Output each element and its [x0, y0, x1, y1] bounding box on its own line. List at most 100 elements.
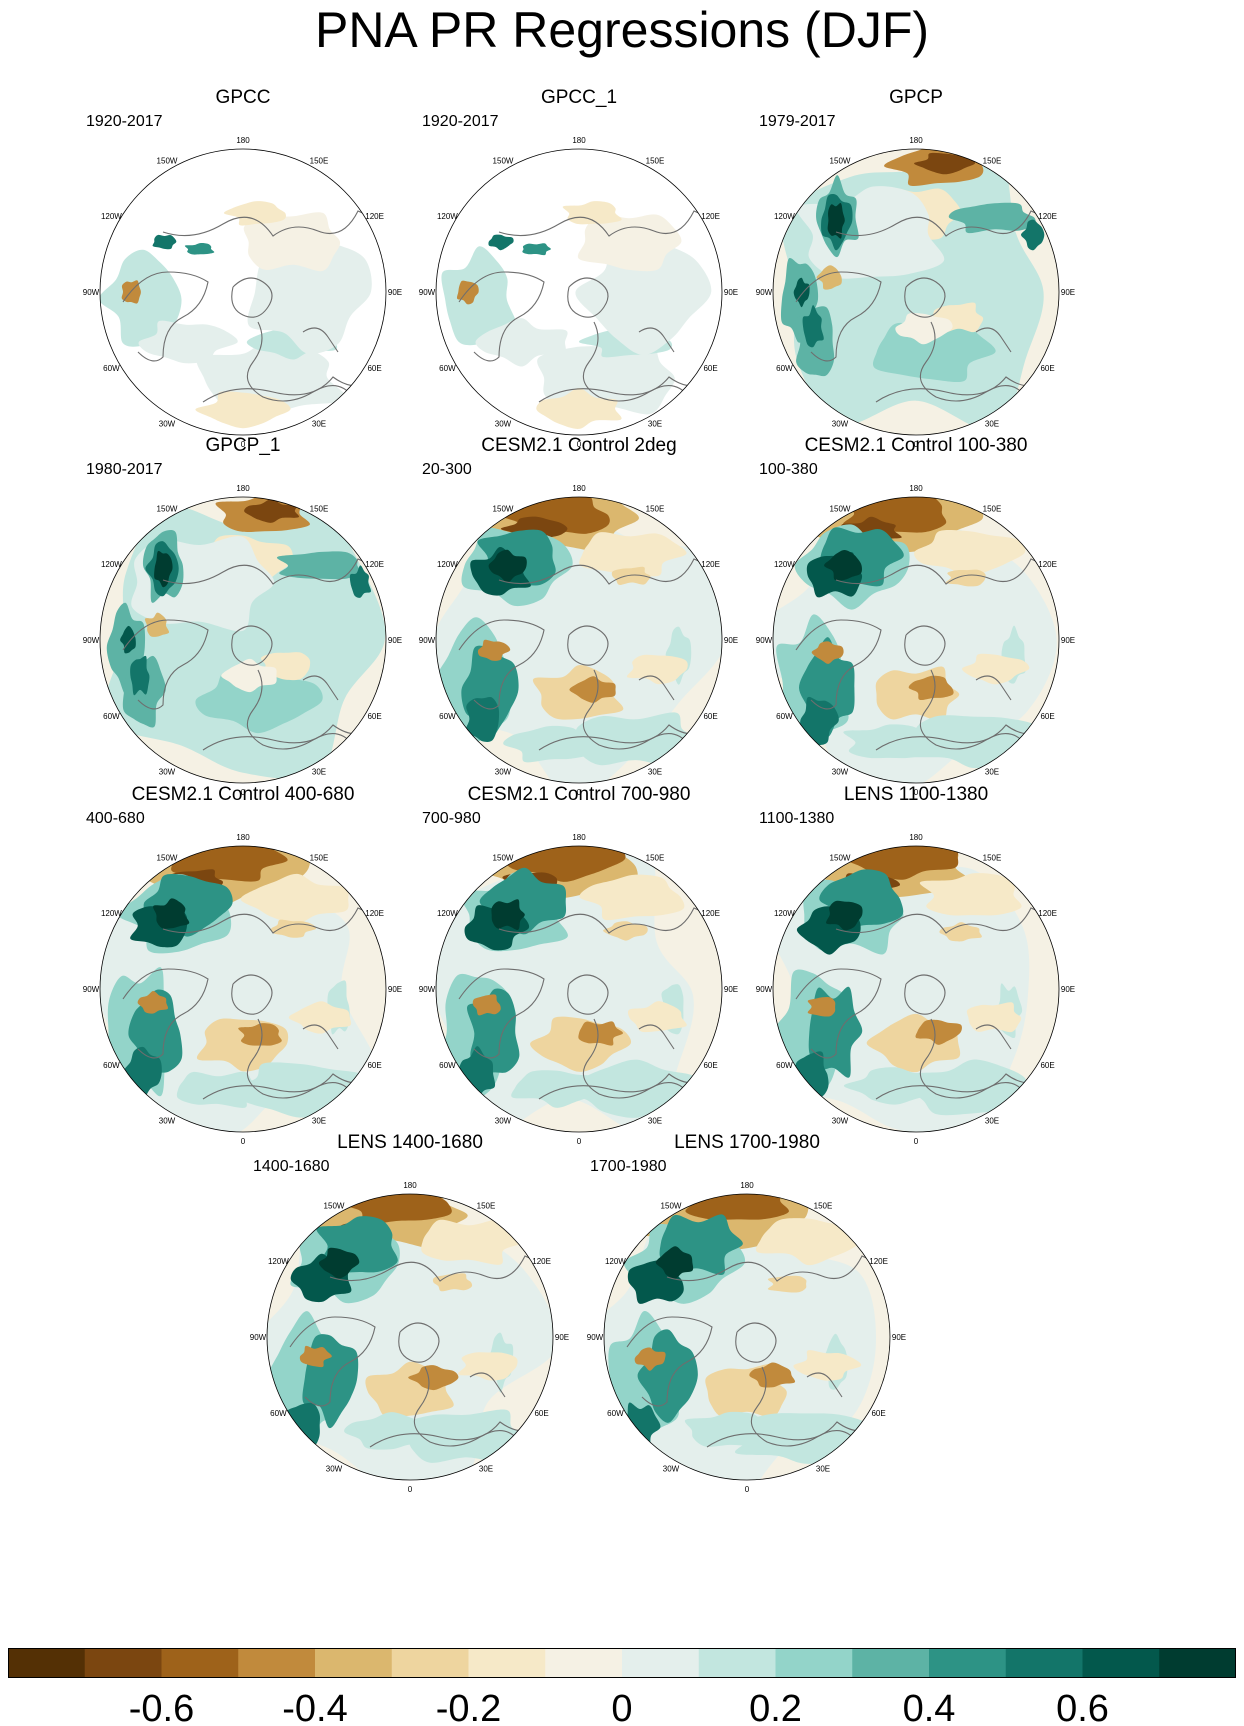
- longitude-label: 120E: [701, 560, 720, 569]
- longitude-label: 90W: [250, 1333, 267, 1342]
- longitude-label: 90W: [756, 288, 773, 297]
- coastline-segment: [122, 619, 209, 710]
- longitude-label: 60E: [703, 712, 717, 721]
- longitude-label: 60W: [439, 1061, 456, 1070]
- anomaly-region: [579, 874, 685, 921]
- longitude-label: 30W: [832, 768, 849, 777]
- longitude-label: 150W: [830, 853, 851, 862]
- longitude-label: 180: [236, 833, 250, 842]
- colorbar-swatch: [1159, 1648, 1236, 1678]
- panel-period-label: 1920-2017: [86, 113, 163, 130]
- longitude-label: 180: [909, 484, 923, 493]
- longitude-label: 30W: [495, 1117, 512, 1126]
- anomaly-region: [872, 322, 996, 383]
- anomaly-region: [611, 566, 651, 585]
- longitude-label: 0: [241, 440, 246, 447]
- longitude-label: 120W: [437, 909, 458, 918]
- anomaly-region: [344, 1412, 436, 1450]
- map-panel: 180 150E 120E 90E 60E 30E 0 30W 60W 90W 120W 150W CE…: [751, 435, 1081, 795]
- coastlines: [122, 208, 386, 403]
- panel-period-label: 1979-2017: [759, 113, 836, 130]
- anomaly-region: [153, 898, 190, 929]
- longitude-label: 120W: [437, 560, 458, 569]
- anomaly-region: [843, 1067, 945, 1105]
- longitude-label: 30W: [832, 1117, 849, 1126]
- anomaly-region: [827, 203, 845, 239]
- longitude-label: 90W: [756, 636, 773, 645]
- anomaly-region: [488, 234, 514, 251]
- longitude-label: 150E: [983, 504, 1002, 513]
- longitude-label: 90E: [388, 288, 402, 297]
- longitude-label: 0: [577, 1137, 582, 1144]
- longitude-label: 120E: [1038, 212, 1057, 221]
- map-boundary: [99, 845, 387, 1133]
- anomaly-region: [488, 549, 527, 583]
- coastline-segment: [246, 1018, 354, 1099]
- colorbar-swatch: [698, 1648, 776, 1678]
- polar-map: 180 150E 120E 90E 60E 30E 0 30W 60W 90W 120W 150W: [756, 484, 1075, 795]
- map-boundary: [603, 1193, 891, 1481]
- panel-period-label: 1400-1680: [253, 1158, 330, 1175]
- longitude-label: 30E: [985, 420, 999, 429]
- longitude-label: 180: [740, 1181, 754, 1190]
- anomaly-region: [276, 551, 361, 580]
- longitude-label: 150E: [477, 1201, 496, 1210]
- anomaly-region: [457, 1352, 518, 1381]
- anomaly-region: [577, 213, 682, 272]
- anomaly-region: [221, 658, 277, 693]
- longitude-label: 90W: [419, 288, 436, 297]
- longitude-label: 0: [577, 788, 582, 795]
- colorbar-tick-label: -0.6: [129, 1688, 194, 1724]
- longitude-label: 30W: [159, 768, 176, 777]
- coastline-segment: [904, 974, 946, 1015]
- longitude-label: 90E: [388, 985, 402, 994]
- longitude-label: 150W: [324, 1201, 345, 1210]
- coastline-segment: [231, 974, 273, 1015]
- longitude-label: 150W: [661, 1201, 682, 1210]
- polar-map: 180 150E 120E 90E 60E 30E 0 30W 60W 90W 120W 150W: [83, 833, 402, 1144]
- colorbar-tick-label: 0.6: [1056, 1688, 1109, 1724]
- panel-period-label: 700-980: [422, 810, 481, 827]
- panel-period-label: 100-380: [759, 461, 818, 478]
- coastline-segment: [835, 208, 1059, 237]
- anomaly-region: [1021, 219, 1045, 251]
- longitude-label: 180: [403, 1181, 417, 1190]
- anomaly-region: [195, 670, 323, 734]
- longitude-label: 180: [572, 833, 586, 842]
- polar-map: 180 150E 120E 90E 60E 30E 0 30W 60W 90W 120W 150W: [419, 484, 738, 795]
- coastline-segment: [398, 1322, 440, 1363]
- longitude-label: 120E: [365, 212, 384, 221]
- colorbar-swatch: [852, 1648, 930, 1678]
- colorbar-swatch: [84, 1648, 162, 1678]
- colorbar-swatch: [775, 1648, 853, 1678]
- coastline-segment: [806, 1372, 843, 1398]
- panel-period-label: 400-680: [86, 810, 145, 827]
- longitude-label: 150W: [493, 504, 514, 513]
- anomaly-region: [895, 313, 953, 345]
- longitude-label: 90W: [83, 636, 100, 645]
- coastline-segment: [469, 1372, 506, 1398]
- anomaly-region: [404, 1409, 527, 1464]
- longitude-label: 30W: [495, 768, 512, 777]
- coastline-segment: [302, 327, 339, 353]
- coastline-segment: [919, 321, 1027, 402]
- longitude-label: 90W: [419, 985, 436, 994]
- longitude-label: 60W: [103, 364, 120, 373]
- longitude-label: 180: [909, 833, 923, 842]
- longitude-label: 120W: [101, 212, 122, 221]
- longitude-label: 0: [914, 788, 919, 795]
- longitude-label: 90W: [83, 985, 100, 994]
- longitude-label: 120W: [774, 560, 795, 569]
- coastline-segment: [122, 968, 209, 1059]
- precip-field: [267, 1194, 553, 1480]
- longitude-label: 180: [236, 136, 250, 145]
- anomaly-region: [816, 265, 842, 290]
- longitude-label: 150W: [830, 156, 851, 165]
- anomaly-region: [522, 243, 551, 256]
- coastline-segment: [919, 669, 1027, 750]
- panel-title: GPCC_1: [540, 87, 618, 108]
- map-boundary: [772, 496, 1060, 784]
- coastline-segment: [458, 619, 545, 710]
- polar-map: 180 150E 120E 90E 60E 30E 0 30W 60W 90W 120W 150W: [756, 136, 1075, 447]
- anomaly-region: [840, 846, 959, 880]
